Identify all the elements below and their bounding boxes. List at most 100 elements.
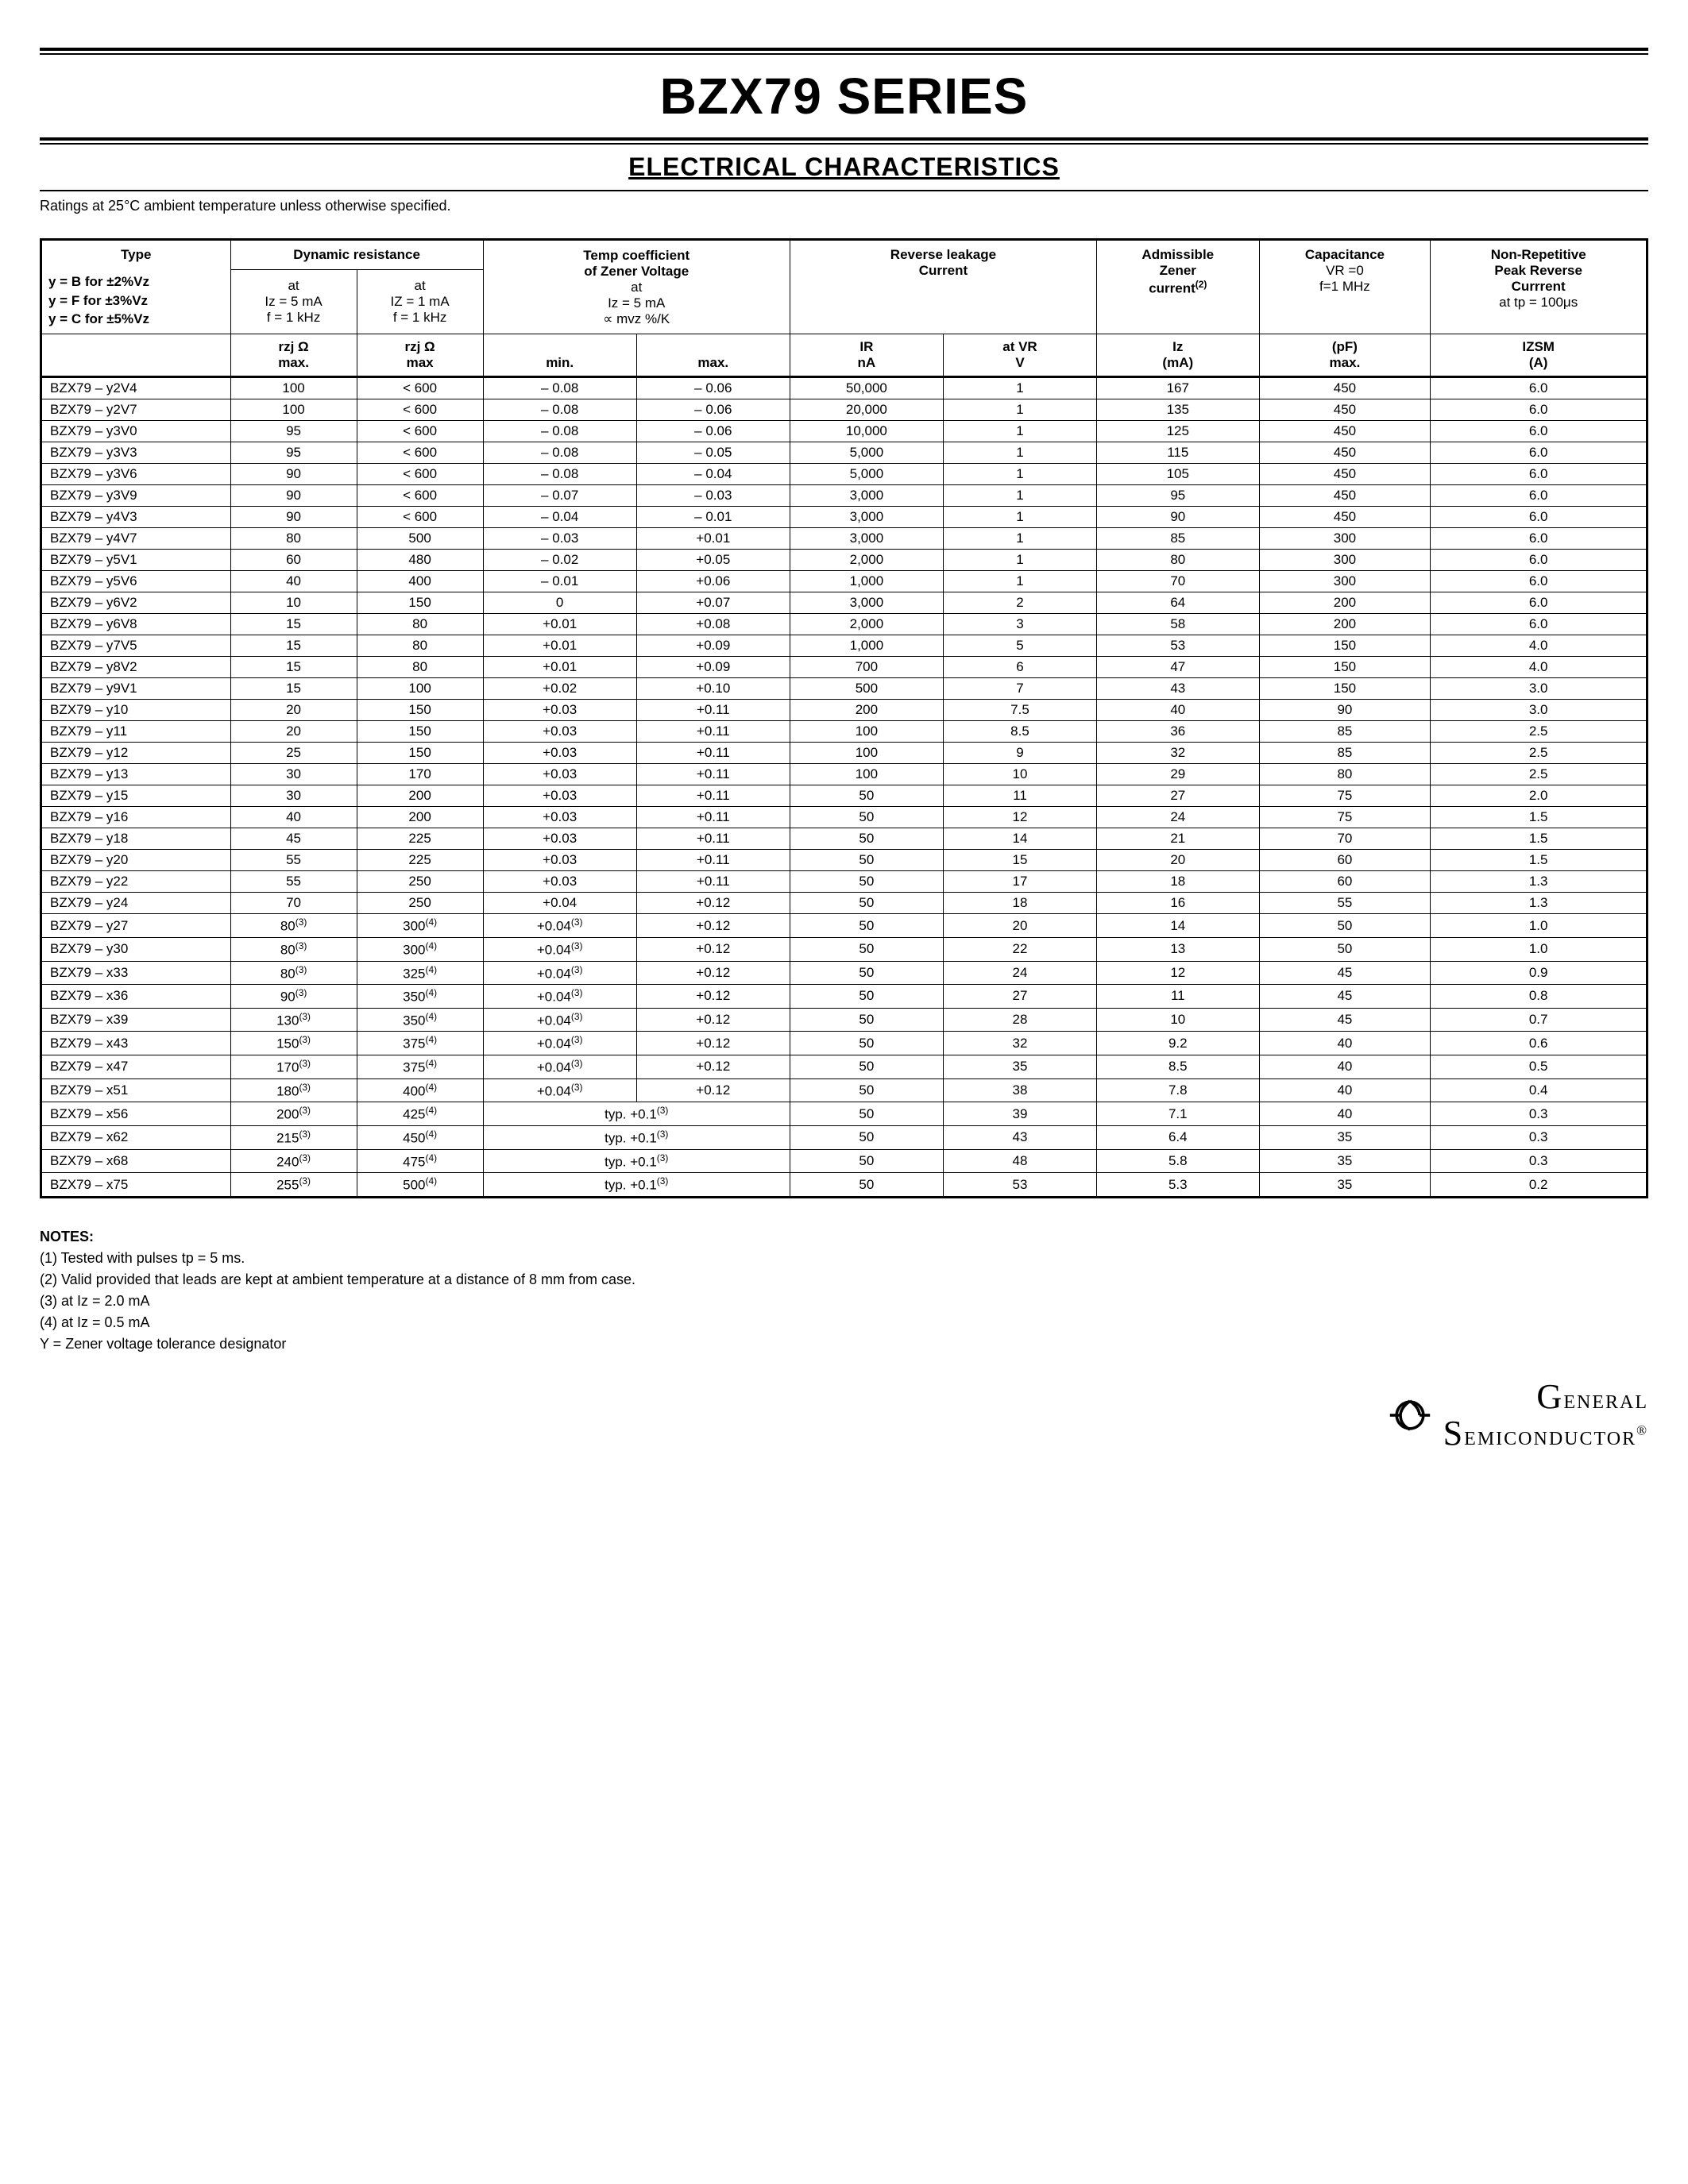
table-cell: +0.12	[636, 1055, 790, 1079]
table-cell: 45	[1259, 985, 1431, 1009]
table-row: BZX79 – y3V990< 600– 0.07– 0.033,0001954…	[41, 485, 1647, 507]
table-cell: +0.11	[636, 828, 790, 850]
table-cell: 6.4	[1097, 1126, 1259, 1150]
table-cell: 100	[230, 399, 357, 421]
table-cell: +0.01	[483, 614, 636, 635]
table-cell: +0.03	[483, 850, 636, 871]
table-cell: 40	[1097, 700, 1259, 721]
col-cap-header: Capacitance VR =0 f=1 MHz	[1259, 240, 1431, 334]
table-cell: +0.12	[636, 1078, 790, 1102]
table-cell: 95	[230, 442, 357, 464]
table-row: BZX79 – x68240(3)475(4)typ. +0.1(3)50485…	[41, 1149, 1647, 1173]
table-cell: 50	[790, 1102, 943, 1126]
table-row: BZX79 – x47170(3)375(4)+0.04(3)+0.125035…	[41, 1055, 1647, 1079]
table-cell: 10,000	[790, 421, 943, 442]
table-cell: < 600	[357, 464, 483, 485]
table-cell: 0.7	[1431, 1008, 1647, 1032]
table-cell: 53	[1097, 635, 1259, 657]
table-cell: 700	[790, 657, 943, 678]
table-cell: 5.3	[1097, 1173, 1259, 1198]
table-row: BZX79 – x75255(3)500(4)typ. +0.1(3)50535…	[41, 1173, 1647, 1198]
table-cell: BZX79 – y9V1	[41, 678, 231, 700]
table-cell: +0.10	[636, 678, 790, 700]
table-cell: BZX79 – y20	[41, 850, 231, 871]
table-cell: +0.12	[636, 985, 790, 1009]
table-cell: 215(3)	[230, 1126, 357, 1150]
table-cell: 1	[943, 399, 1096, 421]
table-cell: 50	[790, 1032, 943, 1055]
table-cell: BZX79 – x47	[41, 1055, 231, 1079]
table-cell: 3,000	[790, 485, 943, 507]
table-cell: < 600	[357, 507, 483, 528]
table-cell: 50	[790, 1008, 943, 1032]
table-cell: 20,000	[790, 399, 943, 421]
table-cell: – 0.08	[483, 442, 636, 464]
table-cell: 167	[1097, 377, 1259, 399]
ratings-note: Ratings at 25°C ambient temperature unle…	[40, 191, 1648, 238]
table-cell: 38	[943, 1078, 1096, 1102]
note-1: (1) Tested with pulses tp = 5 ms.	[40, 1248, 1648, 1269]
table-cell: +0.03	[483, 743, 636, 764]
table-cell: 64	[1097, 592, 1259, 614]
col-blank	[41, 334, 231, 377]
table-body: BZX79 – y2V4100< 600– 0.08– 0.0650,00011…	[41, 377, 1647, 1198]
table-cell: +0.01	[483, 635, 636, 657]
table-row: BZX79 – y5V160480– 0.02+0.052,0001803006…	[41, 550, 1647, 571]
section-title: ELECTRICAL CHARACTERISTICS	[40, 145, 1648, 188]
table-cell: +0.03	[483, 764, 636, 785]
table-cell: BZX79 – y15	[41, 785, 231, 807]
table-cell: 70	[1259, 828, 1431, 850]
table-cell: 50	[790, 1149, 943, 1173]
table-row: BZX79 – y1530200+0.03+0.11501127752.0	[41, 785, 1647, 807]
table-cell: 21	[1097, 828, 1259, 850]
table-cell: 1	[943, 485, 1096, 507]
table-cell: 14	[1097, 914, 1259, 938]
table-cell: 50	[790, 1173, 943, 1198]
table-cell: 27	[943, 985, 1096, 1009]
table-cell: BZX79 – y7V5	[41, 635, 231, 657]
col-tcmin: min.	[483, 334, 636, 377]
table-cell: 1	[943, 507, 1096, 528]
table-cell: +0.12	[636, 1032, 790, 1055]
table-cell: 200	[357, 807, 483, 828]
table-cell: 25	[230, 743, 357, 764]
table-cell: 32	[943, 1032, 1096, 1055]
table-cell: 13	[1097, 937, 1259, 961]
table-cell: 350(4)	[357, 1008, 483, 1032]
table-cell: +0.04	[483, 893, 636, 914]
table-row: BZX79 – y1640200+0.03+0.11501224751.5	[41, 807, 1647, 828]
table-cell: 60	[230, 550, 357, 571]
table-cell: 43	[1097, 678, 1259, 700]
table-cell: 1,000	[790, 635, 943, 657]
table-cell: 24	[943, 961, 1096, 985]
table-cell: 22	[943, 937, 1096, 961]
table-cell: 0.2	[1431, 1173, 1647, 1198]
table-cell: < 600	[357, 399, 483, 421]
table-cell: typ. +0.1(3)	[483, 1102, 790, 1126]
table-cell: 1.5	[1431, 850, 1647, 871]
table-cell: 375(4)	[357, 1055, 483, 1079]
table-row: BZX79 – x3380(3)325(4)+0.04(3)+0.1250241…	[41, 961, 1647, 985]
table-cell: +0.12	[636, 937, 790, 961]
table-cell: 3	[943, 614, 1096, 635]
table-cell: BZX79 – y11	[41, 721, 231, 743]
table-cell: 1	[943, 571, 1096, 592]
table-cell: +0.12	[636, 893, 790, 914]
table-cell: 80	[357, 657, 483, 678]
table-cell: – 0.03	[483, 528, 636, 550]
table-cell: 450(4)	[357, 1126, 483, 1150]
table-cell: 1.3	[1431, 893, 1647, 914]
table-row: BZX79 – y1120150+0.03+0.111008.536852.5	[41, 721, 1647, 743]
table-cell: 6.0	[1431, 614, 1647, 635]
table-cell: +0.09	[636, 657, 790, 678]
table-cell: 1.0	[1431, 937, 1647, 961]
table-cell: 300(4)	[357, 937, 483, 961]
col-ir: IRnA	[790, 334, 943, 377]
table-cell: 10	[1097, 1008, 1259, 1032]
table-cell: 50	[790, 871, 943, 893]
table-cell: 0.4	[1431, 1078, 1647, 1102]
table-cell: 1	[943, 550, 1096, 571]
table-cell: 9.2	[1097, 1032, 1259, 1055]
table-row: BZX79 – y6V2101500+0.073,0002642006.0	[41, 592, 1647, 614]
table-cell: 0.6	[1431, 1032, 1647, 1055]
